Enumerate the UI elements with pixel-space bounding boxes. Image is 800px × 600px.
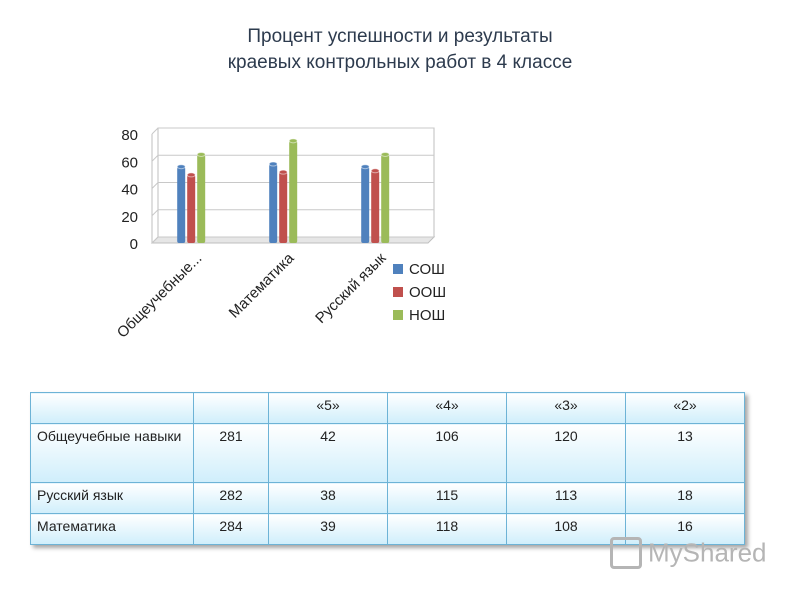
table-row: Общеучебные навыки 281 42 106 120 13 xyxy=(30,423,745,483)
bar-chart: 0 20 40 60 80 Общеучебные... Математика Русский… xyxy=(114,127,446,342)
table-cell: 42 xyxy=(268,423,388,483)
bar-top xyxy=(176,164,186,170)
bar-top xyxy=(370,168,380,174)
bar-body xyxy=(177,166,186,243)
x-tick-label: Общеучебные... xyxy=(114,250,206,342)
header-cell: «3» xyxy=(506,392,626,424)
legend-label: НОШ xyxy=(409,307,445,324)
bar-body xyxy=(289,140,298,243)
bar xyxy=(360,164,370,243)
table-cell: 108 xyxy=(506,513,626,545)
table-cell: 281 xyxy=(193,423,269,483)
y-tick-label: 20 xyxy=(121,209,138,226)
x-tick-label: Математика xyxy=(226,249,298,321)
bar xyxy=(196,151,206,243)
table-cell: 118 xyxy=(387,513,507,545)
title-line-2: краевых контрольных работ в 4 классе xyxy=(227,52,573,73)
gridline xyxy=(151,236,434,244)
table-cell: 282 xyxy=(193,482,269,514)
gridline xyxy=(151,154,434,162)
header-cell: «2» xyxy=(625,392,745,424)
bar xyxy=(380,151,390,243)
bar-top xyxy=(268,161,278,167)
chart-title: Процент успешности и результаты краевых … xyxy=(0,24,800,76)
bar-body xyxy=(279,172,288,243)
watermark: MyShared xyxy=(610,536,767,570)
legend-swatch xyxy=(393,264,403,274)
bar-top xyxy=(360,164,370,170)
bar xyxy=(288,138,298,243)
table-cell: 38 xyxy=(268,482,388,514)
table-cell: 13 xyxy=(625,423,745,483)
table-cell: 120 xyxy=(506,423,626,483)
table-cell: 115 xyxy=(387,482,507,514)
row-label: Русский язык xyxy=(30,482,194,514)
bar-body xyxy=(381,154,390,243)
legend-label: ООШ xyxy=(409,284,446,301)
bar-top xyxy=(380,151,390,157)
table-cell: 18 xyxy=(625,482,745,514)
header-cell xyxy=(30,392,194,424)
bar xyxy=(176,164,186,243)
bar-top xyxy=(186,172,196,178)
bar-body xyxy=(371,170,380,243)
x-tick-label: Русский язык xyxy=(312,250,390,328)
legend-label: СОШ xyxy=(409,261,445,278)
results-table: «5» «4» «3» «2» Общеучебные навыки 281 4… xyxy=(30,392,745,545)
watermark-text: MyShared xyxy=(648,537,767,568)
bar xyxy=(278,169,288,243)
table-cell: 16 xyxy=(625,513,745,545)
bar-body xyxy=(269,163,278,243)
table-cell: 113 xyxy=(506,482,626,514)
gridline xyxy=(151,127,434,135)
bar xyxy=(370,168,380,243)
gridline xyxy=(151,182,434,189)
title-line-1: Процент успешности и результаты xyxy=(247,26,553,47)
presentation-logo-icon xyxy=(610,537,642,570)
gridline xyxy=(151,209,434,217)
bar-top xyxy=(278,169,288,175)
bar xyxy=(186,172,196,243)
bar-top xyxy=(196,151,206,157)
table-row: Математика 284 39 118 108 16 xyxy=(30,513,745,545)
bar xyxy=(268,161,278,243)
bar-body xyxy=(187,174,196,243)
y-tick-label: 0 xyxy=(130,236,138,253)
legend-swatch xyxy=(393,287,403,297)
y-tick-label: 60 xyxy=(121,154,138,171)
table-row: Русский язык 282 38 115 113 18 xyxy=(30,482,745,514)
bar-body xyxy=(361,166,370,243)
header-cell: «5» xyxy=(268,392,388,424)
table-cell: 284 xyxy=(193,513,269,545)
y-tick-label: 80 xyxy=(121,127,138,144)
row-label: Математика xyxy=(30,513,194,545)
header-cell xyxy=(193,392,269,424)
legend-swatch xyxy=(393,310,403,320)
table-cell: 106 xyxy=(387,423,507,483)
bar-body xyxy=(197,154,206,243)
header-cell: «4» xyxy=(387,392,507,424)
y-tick-label: 40 xyxy=(121,182,138,199)
row-label: Общеучебные навыки xyxy=(30,423,194,483)
bar-top xyxy=(288,138,298,144)
table-cell: 39 xyxy=(268,513,388,545)
table-header-row: «5» «4» «3» «2» xyxy=(30,392,745,424)
